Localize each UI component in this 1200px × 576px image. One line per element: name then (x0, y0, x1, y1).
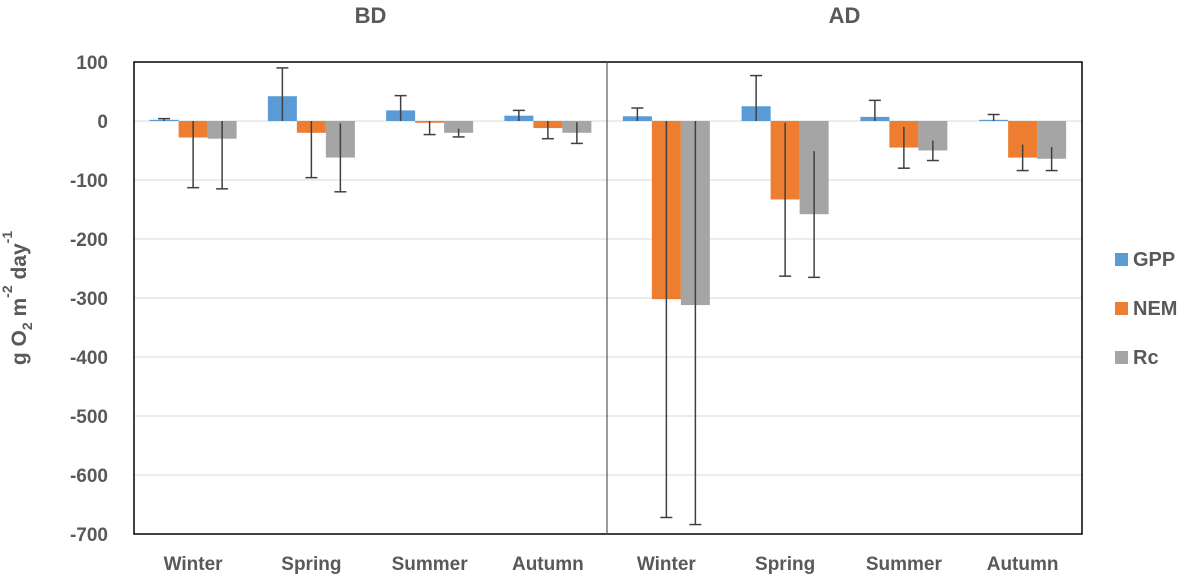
y-tick-label: -700 (70, 525, 108, 546)
y-tick-label: -400 (70, 348, 108, 369)
error-bar (187, 121, 200, 189)
chart-labels: 100 0 -100 -200 -300 -400 -500 -600 -700 BD Winter… (0, 3, 1059, 575)
x-category-label: Winter (164, 554, 224, 575)
panel-title: AD (829, 3, 861, 28)
error-bar (334, 123, 347, 193)
error-bars (158, 67, 1058, 526)
x-category-label: Summer (392, 554, 469, 575)
x-category-label: Autumn (512, 554, 584, 575)
legend: GPP NEM Rc (1115, 249, 1177, 369)
panel-title: BD (355, 3, 387, 28)
error-bar (541, 121, 554, 140)
error-bar (808, 151, 821, 279)
legend-item-nem: NEM (1115, 298, 1177, 320)
x-category-label: Spring (755, 554, 815, 575)
error-bar (987, 113, 1000, 121)
legend-item-gpp: GPP (1115, 249, 1175, 271)
error-bar (1016, 144, 1029, 172)
error-bar (750, 74, 763, 121)
legend-swatch (1115, 302, 1128, 315)
error-bar (452, 128, 465, 138)
plot-frame (133, 61, 1083, 535)
error-bar (423, 121, 436, 136)
x-category-label: Spring (281, 554, 341, 575)
error-bar (305, 121, 318, 179)
y-tick-label: -200 (70, 230, 108, 251)
x-category-label: Autumn (987, 554, 1059, 575)
plot-border (133, 61, 1083, 535)
bar-rc (444, 121, 474, 133)
x-category-label: Winter (637, 554, 697, 575)
y-tick-label: 0 (97, 112, 108, 133)
error-bar (276, 67, 289, 121)
x-category-label: Summer (866, 554, 943, 575)
error-bar (897, 126, 910, 169)
error-bar (570, 122, 583, 145)
error-bar (779, 122, 792, 277)
error-bar (1045, 146, 1058, 172)
y-axis-label: g O2 m-2 day-1 (0, 231, 35, 365)
error-bar (158, 117, 171, 121)
y-tick-label: -600 (70, 466, 108, 487)
legend-swatch (1115, 253, 1128, 266)
legend-label: GPP (1133, 249, 1175, 271)
error-bar (216, 121, 229, 190)
legend-label: Rc (1133, 347, 1159, 369)
error-bar (512, 109, 525, 121)
legend-swatch (1115, 351, 1128, 364)
error-bar (394, 94, 407, 121)
error-bar (868, 99, 881, 121)
legend-item-rc: Rc (1115, 347, 1159, 369)
legend-label: NEM (1133, 298, 1177, 320)
error-bar (631, 107, 644, 121)
y-tick-label: -100 (70, 171, 108, 192)
y-tick-label: 100 (76, 53, 108, 74)
error-bar (926, 140, 939, 162)
bars (149, 96, 1067, 306)
error-bar (689, 121, 702, 526)
y-tick-label: -500 (70, 407, 108, 428)
y-tick-label: -300 (70, 289, 108, 310)
error-bar (660, 121, 673, 519)
